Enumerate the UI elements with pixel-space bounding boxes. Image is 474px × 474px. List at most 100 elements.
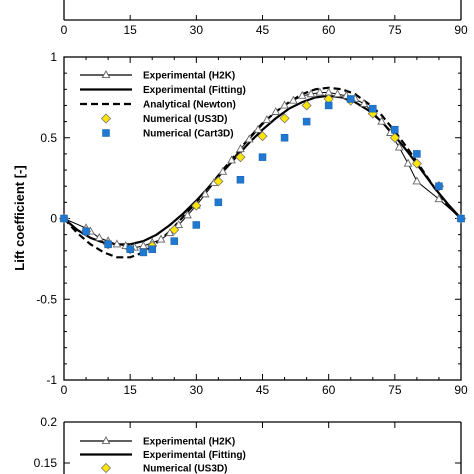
x-tick-label: 0 [61,383,68,397]
experimental-h2k-point [297,90,307,99]
experimental-h2k-point [262,115,272,124]
experimental-h2k-point [139,241,148,250]
bottom-legend-entry-marker [101,436,111,445]
experimental-h2k-point [403,158,413,167]
legend-entry-marker [102,129,110,137]
series-experimental-fitting-line [63,94,462,246]
top-x-tick-label: 30 [190,23,204,37]
top-panel-x-tick-labels: 0 15 30 45 60 75 90 [61,23,468,37]
us3d-point [257,131,268,142]
cart3d-point [170,237,179,245]
series-experimental-h2k-line [63,92,462,249]
us3d-point [191,200,202,211]
us3d-point [389,132,400,143]
legend-entry-marker [100,113,112,124]
experimental-h2k-point [200,189,210,198]
experimental-h2k-point [434,194,444,203]
experimental-h2k-point [315,87,325,96]
x-tick-label: 75 [388,383,402,397]
bottom-panel: 0.20.15 Experimental (H2K)Experimental (… [34,415,462,474]
series-analytical-newton-line [63,86,462,259]
experimental-h2k-point [94,232,104,241]
x-tick-label: 30 [190,383,204,397]
top-panel: 0 15 30 45 60 75 90 [61,0,468,37]
us3d-point [213,176,224,187]
bottom-legend-entry-label: Experimental (H2K) [143,437,235,448]
cart3d-point [214,198,223,207]
experimental-h2k-point [280,100,289,109]
middle-panel-ticks [63,56,462,381]
middle-panel-legend: Experimental (H2K) Experimental (Fitting)… [80,70,246,140]
top-x-tick-label: 60 [322,23,336,37]
experimental-h2k-point [377,116,386,125]
legend-entry-label: Numerical (Cart3D) [143,129,234,140]
us3d-point [279,113,290,124]
top-panel-x-ticks [63,15,462,20]
top-x-tick-label: 15 [123,23,137,37]
cart3d-point [280,134,289,142]
top-x-tick-label: 45 [256,23,270,37]
experimental-h2k-point [333,89,342,98]
experimental-h2k-point [218,166,228,175]
cart3d-point [236,175,245,184]
cart3d-point [324,101,333,110]
legend-entry-label: Analytical (Newton) [143,100,236,111]
experimental-h2k-point [289,95,298,104]
legend-entry-marker [101,70,111,79]
cart3d-point [258,153,267,161]
experimental-h2k-point [306,89,316,98]
experimental-h2k-point [165,228,175,237]
bottom-legend-entry-label: Experimental (Fitting) [143,450,246,461]
cart3d-point [346,95,355,103]
cart3d-point [192,221,201,229]
us3d-point [169,224,180,235]
bottom-y-tick-label: 0.15 [34,456,58,470]
cart3d-point [60,214,68,223]
us3d-point [235,152,246,163]
middle-panel-x-tick-labels: 0 15 30 45 60 75 90 [61,383,468,397]
x-tick-label: 45 [256,383,270,397]
experimental-h2k-point [236,144,245,153]
cart3d-point [82,227,90,236]
cart3d-point [457,214,465,223]
cart3d-point [148,245,156,253]
cart3d-point [413,150,421,158]
experimental-h2k-point [227,155,236,164]
bottom-legend-entry-marker [100,462,112,474]
y-axis-title: Lift coefficient [-] [12,165,27,270]
bottom-panel-legend: Experimental (H2K) Experimental (Fitting)… [80,436,246,474]
y-tick-label: 0.5 [40,131,57,145]
y-tick-label: -0.5 [36,292,57,306]
bottom-y-tick-label: 0.2 [40,415,57,429]
middle-panel-y-tick-labels: -1 -0.5 0 0.5 1 [36,50,57,387]
experimental-h2k-point [112,239,122,248]
cart3d-point [435,182,443,190]
experimental-h2k-point [271,106,281,115]
cart3d-point [104,240,112,249]
cart3d-point [139,248,148,257]
x-tick-label: 90 [454,383,468,397]
x-tick-label: 60 [322,383,336,397]
us3d-point [411,158,422,169]
x-tick-label: 15 [123,383,137,397]
experimental-h2k-point [359,98,369,107]
y-tick-label: 1 [50,50,57,64]
legend-entry-label: Experimental (H2K) [143,71,235,82]
top-x-tick-label: 0 [61,23,68,37]
cart3d-point [302,117,311,126]
cart3d-point [126,245,134,253]
experimental-h2k-point [183,210,192,219]
us3d-point [301,100,312,111]
legend-entry-label: Numerical (US3D) [143,114,227,125]
y-tick-label: -1 [46,373,57,387]
cart3d-point [369,104,377,113]
bottom-panel-ticks [63,421,462,464]
legend-entry-label: Experimental (Fitting) [143,85,246,96]
middle-panel-series [58,86,467,259]
middle-panel: 0 15 30 45 60 75 90 -1 -0.5 0 0.5 1 Lift coefficie… [12,50,468,397]
top-x-tick-label: 75 [388,23,402,37]
experimental-h2k-point [253,124,263,133]
experimental-h2k-point [174,220,184,229]
experimental-h2k-point [156,234,166,243]
